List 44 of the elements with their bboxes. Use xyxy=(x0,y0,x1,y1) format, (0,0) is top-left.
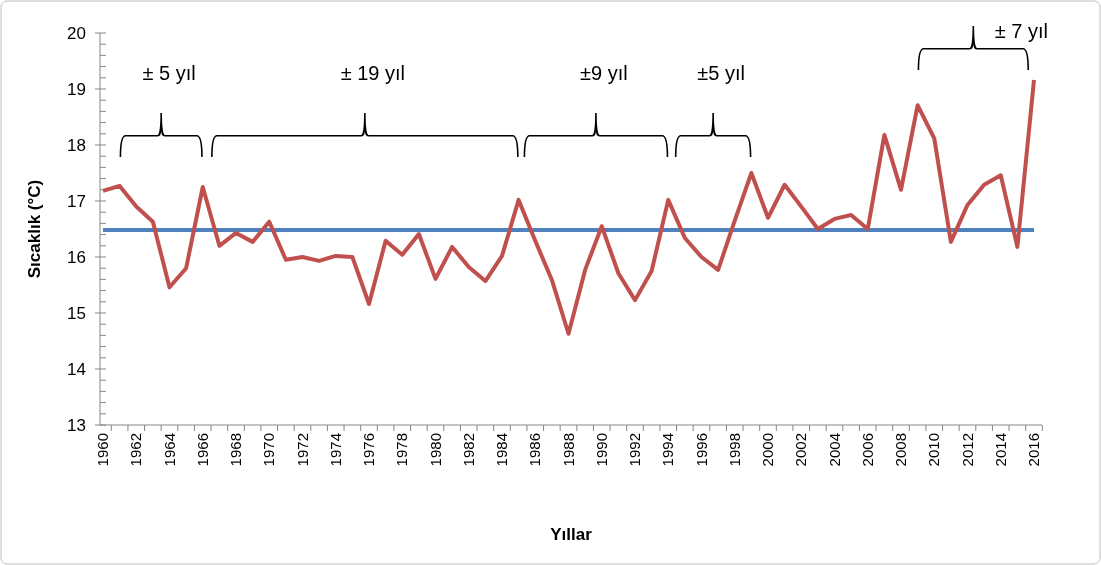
y-tick-label: 20 xyxy=(67,23,86,43)
x-tick-label: 1960 xyxy=(94,433,111,467)
x-tick-label: 1976 xyxy=(360,433,377,467)
x-axis-title: Yıllar xyxy=(550,525,593,544)
x-tick-label: 1996 xyxy=(692,433,710,467)
y-tick-label: 13 xyxy=(67,415,86,435)
x-tick-label: 1998 xyxy=(725,433,743,467)
x-tick-label: 1966 xyxy=(193,433,211,467)
x-tick-label: 1962 xyxy=(127,433,145,467)
x-tick-label: 1974 xyxy=(326,433,344,467)
annotation: ±5 yıl xyxy=(697,62,745,84)
x-tick-label: 1992 xyxy=(626,433,643,467)
x-tick-label: 1968 xyxy=(227,433,244,467)
x-tick-label: 2012 xyxy=(958,433,976,467)
y-tick-label: 19 xyxy=(67,79,86,99)
x-tick-label: 2004 xyxy=(825,433,843,467)
y-tick-label: 18 xyxy=(67,135,86,155)
x-tick-label: 1990 xyxy=(592,433,610,467)
y-axis-title: Sıcaklık (°C) xyxy=(25,179,44,279)
x-tick-label: 2008 xyxy=(892,433,909,467)
y-tick-label: 17 xyxy=(67,191,86,211)
x-tick-label: 2016 xyxy=(1025,433,1042,467)
annotation: ± 7 yıl xyxy=(994,20,1048,42)
annotation: ± 5 yıl xyxy=(142,62,196,84)
x-tick-label: 1986 xyxy=(526,433,544,467)
annotation: ±9 yıl xyxy=(580,62,628,84)
x-tick-label: 1964 xyxy=(160,433,178,467)
x-tick-label: 2014 xyxy=(991,433,1009,467)
y-tick-label: 15 xyxy=(67,303,86,323)
x-tick-label: 1980 xyxy=(426,433,444,467)
x-tick-label: 1970 xyxy=(260,433,278,467)
x-tick-label: 2000 xyxy=(759,433,776,467)
x-tick-label: 1978 xyxy=(393,433,411,467)
x-tick-label: 2002 xyxy=(792,433,810,467)
x-tick-label: 1984 xyxy=(493,433,510,467)
y-tick-label: 14 xyxy=(67,359,86,379)
x-tick-label: 1972 xyxy=(293,433,311,467)
x-tick-label: 1994 xyxy=(659,433,677,467)
annotation: ± 19 yıl xyxy=(340,62,406,84)
x-tick-label: 2006 xyxy=(858,433,876,467)
x-tick-label: 2010 xyxy=(925,433,943,467)
y-tick-label: 16 xyxy=(67,247,86,267)
x-tick-label: 1982 xyxy=(459,433,477,467)
x-tick-label: 1988 xyxy=(559,433,577,467)
